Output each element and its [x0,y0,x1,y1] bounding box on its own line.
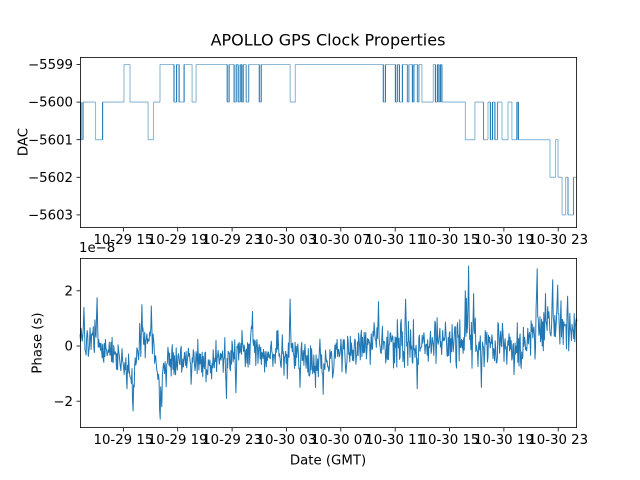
dac-step-transitions-m [245,64,574,215]
y-tick-label: −2 [53,395,73,410]
axes-frame [79,258,577,428]
x-tick-label: 10-30 15 [419,233,479,248]
x-tick-label: 10-30 03 [256,433,316,448]
x-axis-label: Date (GMT) [289,453,367,469]
dac-step-transitions-l [94,64,566,215]
y-tick-label: 2 [64,284,72,299]
x-tick-label: 10-30 23 [528,433,588,448]
x-tick-label: 10-30 07 [310,233,370,248]
y-tick-label: −5600 [28,95,73,110]
dac-step-transitions-d [79,64,519,140]
x-tick-label: 10-30 19 [474,233,534,248]
y-tick-label: −5603 [28,208,73,223]
y-tick-label: −5602 [28,170,73,185]
x-tick-label: 10-29 23 [202,233,262,248]
x-tick-label: 10-30 11 [365,433,425,448]
axes-frame [79,56,577,228]
phase-y-axis-label: Phase (s) [30,312,46,374]
figure-title: APOLLO GPS Clock Properties [210,30,446,50]
x-tick-label: 10-30 23 [528,233,588,248]
y-tick-label: 0 [64,340,72,355]
x-tick-label: 10-30 15 [419,433,479,448]
x-tick-label: 10-29 15 [93,433,153,448]
x-tick-label: 10-30 11 [365,233,425,248]
phase-line [79,265,577,420]
x-tick-label: 10-29 19 [147,433,207,448]
x-tick-label: 10-29 19 [147,233,207,248]
y-tick-label: −5601 [28,133,73,148]
x-tick-label: 10-29 23 [202,433,262,448]
phase-offset-exponent-label: 1e−8 [79,241,116,256]
x-tick-label: 10-30 19 [474,433,534,448]
y-tick-label: −5599 [28,58,73,73]
x-tick-label: 10-30 03 [256,233,316,248]
x-tick-label: 10-29 15 [93,233,153,248]
x-tick-label: 10-30 07 [310,433,370,448]
